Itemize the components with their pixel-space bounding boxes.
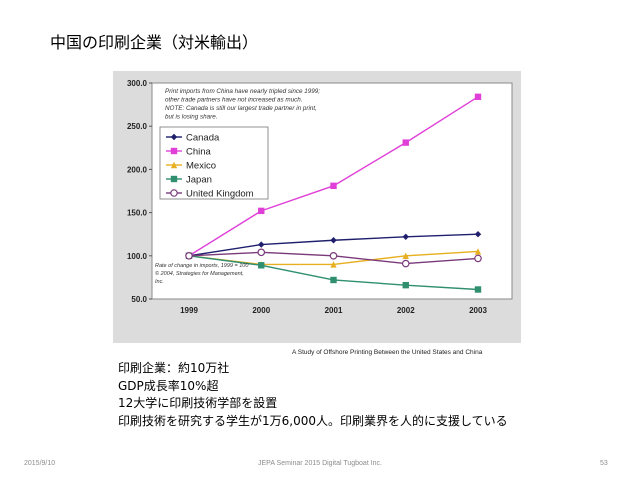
series-united-kingdom — [185, 248, 482, 268]
data-point-canada — [402, 233, 409, 240]
data-point-japan — [474, 286, 482, 293]
chart-footnote-line: © 2004, Strategies for Management, — [155, 270, 244, 277]
data-point-china — [330, 182, 337, 190]
footer-date: 2015/9/10 — [24, 460, 56, 467]
chart-note-line: other trade partners have not increased … — [165, 97, 303, 104]
y-tick-label: 150.0 — [127, 209, 148, 218]
bullet-item: GDP成長率10%超 — [118, 378, 219, 393]
y-tick-label: 200.0 — [127, 165, 148, 174]
data-point-japan — [330, 276, 337, 284]
legend-label-mexico: Mexico — [186, 161, 216, 172]
data-point-china — [474, 93, 482, 101]
footer-center-text: JEPA Seminar 2015 Digital Tugboat Inc. — [258, 460, 382, 467]
legend-label-china: China — [186, 147, 212, 158]
data-point-canada — [474, 231, 482, 238]
data-point-united-kingdom — [329, 252, 338, 260]
legend-marker-china — [170, 147, 178, 155]
data-point-united-kingdom — [257, 248, 266, 257]
chart-footnote-line: Inc. — [155, 279, 164, 285]
data-point-japan — [402, 281, 409, 289]
legend-label-japan: Japan — [186, 175, 212, 186]
bullet-item: 12大学に印刷技術学部を設置 — [118, 396, 278, 410]
line-chart: 300.0 250.0 200.0 150.0 100.0 50.0 1999 2000 20… — [113, 71, 521, 343]
legend-marker-united-kingdom — [170, 189, 178, 197]
x-axis: 1999 2000 2001 2002 2003 — [180, 306, 487, 315]
slide-title: 中国の印刷企業（対米輸出） — [50, 33, 259, 52]
x-tick-label: 2000 — [252, 306, 270, 315]
y-axis: 300.0 250.0 200.0 150.0 100.0 50.0 — [127, 79, 152, 304]
chart-source-caption: A Study of Offshore Printing Between the… — [292, 349, 483, 356]
x-tick-label: 2002 — [397, 306, 415, 315]
data-point-united-kingdom — [185, 252, 193, 260]
chart-note: Print imports from China have nearly tri… — [165, 88, 320, 121]
y-tick-label: 250.0 — [127, 122, 148, 131]
data-point-united-kingdom — [474, 254, 482, 263]
chart-legend: Canada China Mexico Japan United Kingdom — [159, 126, 269, 200]
bullet-item: 印刷企業：約10万社 — [118, 361, 230, 375]
x-tick-label: 2001 — [325, 306, 343, 315]
data-point-china — [258, 207, 265, 215]
data-point-canada — [258, 241, 265, 248]
x-tick-label: 1999 — [180, 306, 198, 315]
legend-label-canada: Canada — [186, 133, 220, 144]
chart-note-line: Print imports from China have nearly tri… — [165, 88, 320, 95]
y-tick-label: 100.0 — [127, 252, 148, 261]
x-tick-label: 2003 — [469, 306, 487, 315]
bullet-item: 印刷技術を研究する学生が1万6,000人。印刷業界を人的に支援している — [118, 413, 508, 428]
chart-note-line: but is losing share. — [165, 114, 218, 121]
chart-footnote-line: Rate of change in imports, 1999 = 100 — [155, 263, 249, 269]
data-point-united-kingdom — [401, 259, 410, 268]
legend-box — [159, 126, 269, 200]
chart-svg: 300.0 250.0 200.0 150.0 100.0 50.0 1999 2000 20… — [127, 79, 513, 315]
data-point-japan — [258, 262, 265, 269]
data-point-canada — [330, 237, 337, 244]
data-point-china — [402, 139, 409, 146]
legend-label-united-kingdom: United Kingdom — [186, 189, 254, 200]
y-tick-label: 300.0 — [127, 79, 148, 88]
legend-marker-japan — [170, 175, 178, 183]
data-point-mexico — [474, 248, 482, 255]
chart-note-line: NOTE: Canada is still our largest trade … — [165, 105, 317, 112]
page-number: 53 — [600, 460, 608, 467]
chart-footnote: Rate of change in imports, 1999 = 100© 2… — [155, 263, 249, 285]
series-layer — [185, 93, 482, 293]
bullet-list: 印刷企業：約10万社 GDP成長率10%超 12大学に印刷技術学部を設置 印刷技… — [118, 360, 508, 430]
legend-marker-mexico — [170, 161, 178, 169]
data-point-mexico — [330, 261, 337, 268]
y-tick-label: 50.0 — [131, 295, 147, 304]
data-point-mexico — [402, 252, 409, 259]
